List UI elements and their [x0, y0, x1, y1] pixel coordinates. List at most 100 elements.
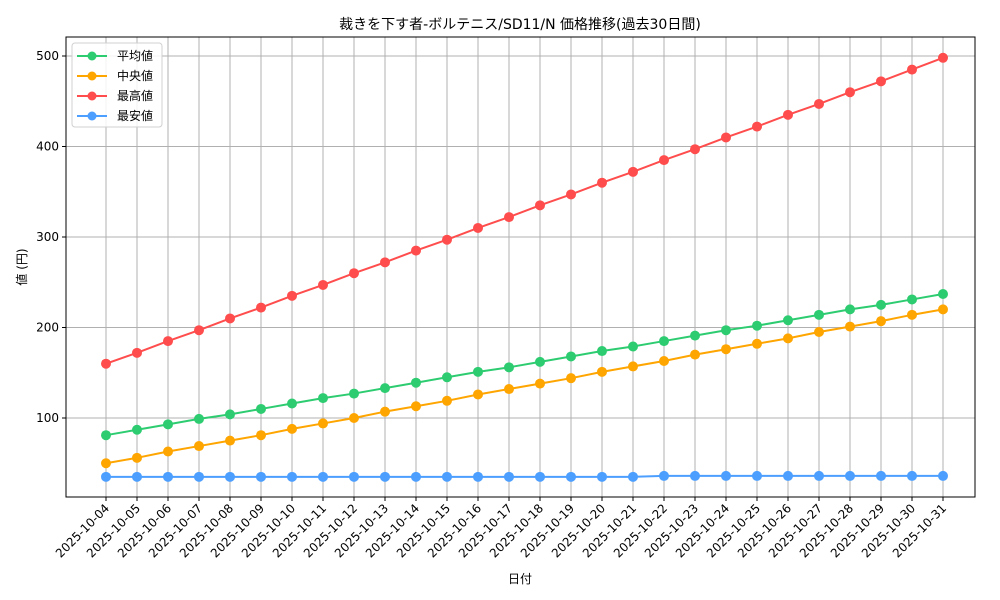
data-point: [783, 470, 793, 481]
data-point: [163, 336, 173, 347]
data-point: [659, 155, 669, 166]
data-point: [349, 471, 359, 482]
data-point: [504, 384, 514, 395]
data-point: [566, 351, 576, 362]
data-point: [690, 470, 700, 481]
data-point: [628, 471, 638, 482]
data-point: [442, 395, 452, 406]
data-point: [535, 378, 545, 389]
data-point: [380, 257, 390, 268]
data-point: [876, 470, 886, 481]
legend-marker: [87, 91, 97, 101]
data-point: [535, 356, 545, 367]
data-point: [163, 471, 173, 482]
data-point: [845, 87, 855, 98]
data-point: [752, 338, 762, 349]
data-point: [287, 423, 297, 434]
data-point: [101, 471, 111, 482]
data-point: [225, 313, 235, 324]
data-point: [411, 377, 421, 388]
data-point: [783, 315, 793, 326]
x-axis-label: 日付: [508, 572, 532, 586]
data-point: [411, 401, 421, 412]
data-point: [907, 294, 917, 305]
data-point: [132, 424, 142, 435]
data-point: [566, 189, 576, 200]
data-point: [938, 289, 948, 300]
data-point: [938, 304, 948, 315]
series-line: [101, 470, 948, 482]
x-axis-ticks: 2025-10-042025-10-052025-10-062025-10-07…: [53, 497, 949, 560]
data-point: [597, 366, 607, 377]
data-point: [845, 304, 855, 315]
data-point: [101, 430, 111, 441]
data-point: [318, 418, 328, 429]
data-point: [132, 452, 142, 463]
data-point: [318, 393, 328, 404]
y-tick-label: 200: [36, 321, 59, 335]
data-point: [473, 222, 483, 233]
data-point: [628, 361, 638, 372]
legend-label: 平均値: [117, 48, 153, 63]
data-point: [349, 388, 359, 399]
data-point: [659, 470, 669, 481]
legend-label: 中央値: [117, 68, 153, 83]
data-point: [380, 406, 390, 417]
data-point: [504, 471, 514, 482]
data-point: [721, 132, 731, 143]
data-point: [194, 471, 204, 482]
data-point: [101, 358, 111, 369]
data-point: [628, 166, 638, 177]
y-tick-label: 500: [36, 49, 59, 63]
data-point: [504, 212, 514, 223]
y-tick-label: 300: [36, 230, 59, 244]
data-point: [442, 234, 452, 245]
data-point: [256, 430, 266, 441]
data-point: [349, 413, 359, 423]
data-point: [287, 471, 297, 482]
data-point: [132, 471, 142, 482]
chart-title: 裁きを下す者-ボルテニス/SD11/N 価格推移(過去30日間): [339, 17, 701, 33]
data-point: [318, 279, 328, 290]
data-point: [845, 321, 855, 332]
data-point: [752, 470, 762, 481]
data-point: [473, 471, 483, 482]
legend-box: [71, 42, 163, 128]
series-line: [101, 289, 948, 441]
legend-marker: [87, 111, 97, 121]
data-point: [535, 471, 545, 482]
series-line: [101, 304, 948, 469]
data-point: [876, 316, 886, 327]
data-point: [597, 346, 607, 357]
data-point: [876, 76, 886, 87]
data-point: [752, 320, 762, 331]
data-point: [690, 330, 700, 341]
data-point: [721, 325, 731, 336]
y-tick-label: 100: [36, 411, 59, 425]
data-point: [566, 471, 576, 482]
data-point: [907, 309, 917, 320]
data-point: [380, 471, 390, 482]
data-point: [876, 299, 886, 310]
data-point: [473, 389, 483, 400]
data-point: [411, 245, 421, 256]
data-point: [287, 290, 297, 301]
data-point: [101, 458, 111, 469]
data-point: [256, 403, 266, 414]
data-point: [504, 362, 514, 373]
data-point: [225, 409, 235, 420]
data-point: [597, 471, 607, 482]
data-point: [814, 309, 824, 320]
data-point: [163, 446, 173, 457]
data-point: [194, 413, 204, 424]
data-point: [163, 419, 173, 430]
legend-label: 最高値: [117, 88, 153, 103]
data-point: [628, 341, 638, 352]
data-point: [814, 470, 824, 481]
data-point: [287, 398, 297, 409]
data-point: [659, 336, 669, 347]
data-point: [318, 471, 328, 482]
data-point: [597, 177, 607, 188]
